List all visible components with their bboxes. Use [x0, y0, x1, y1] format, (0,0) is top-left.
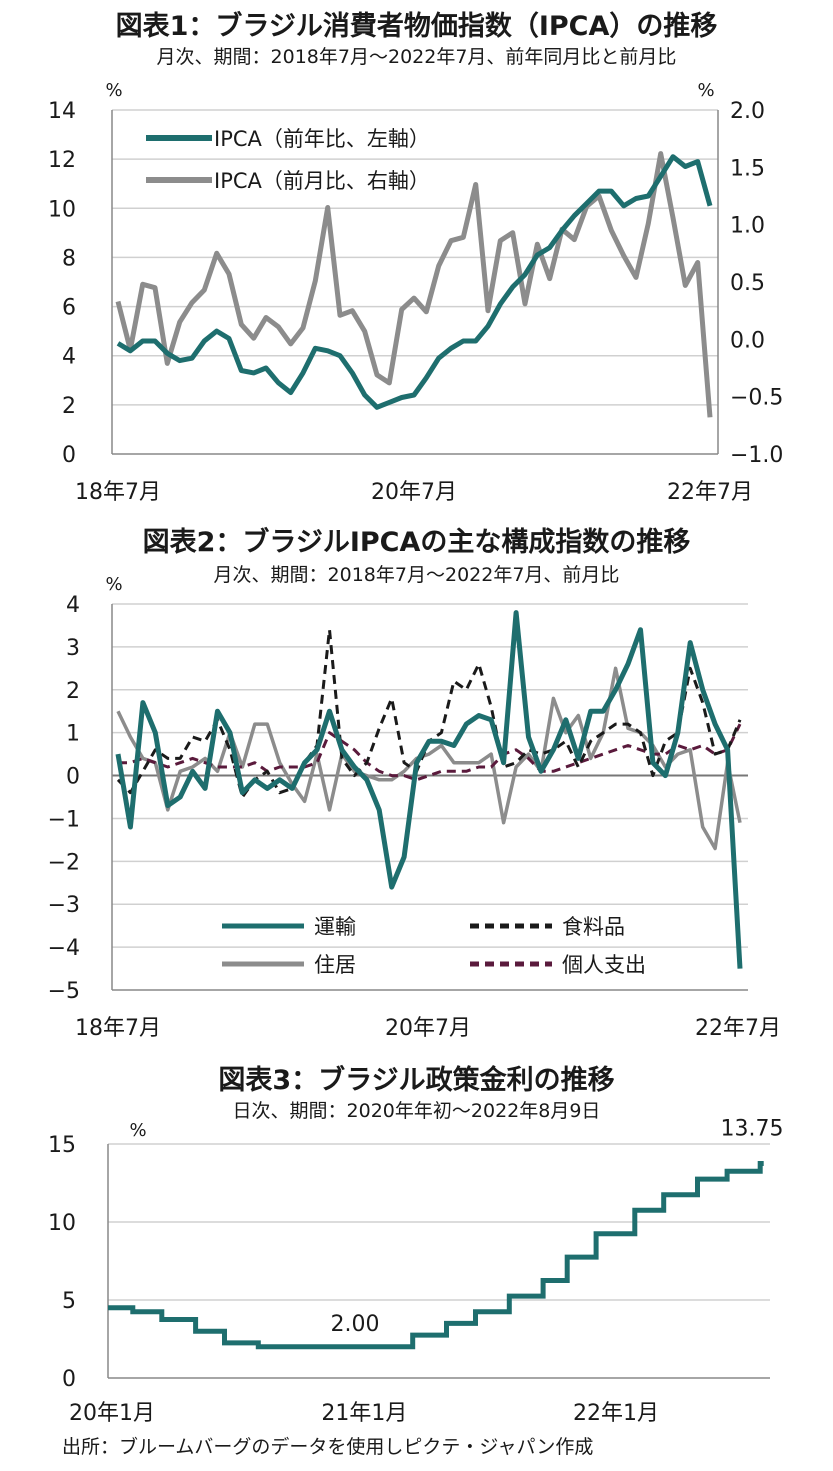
y-left-tick-label: 6 [62, 296, 76, 321]
y-tick-label: 1 [66, 722, 80, 747]
chart1-plot: 0 2 4 6 8 10 12 14 −1.0 −0.5 0.0 0.5 1.0 1.5 2.0% % 18年7… [48, 80, 783, 505]
chart3-subtitle: 日次、期間：2020年年初～2022年8月9日 [232, 1100, 601, 1122]
chart1-title: 図表1：ブラジル消費者物価指数（IPCA）の推移 [115, 11, 718, 42]
series-line-mom [115, 151, 713, 418]
y-unit: % [129, 1120, 146, 1141]
y-tick-label: 2 [66, 679, 80, 704]
y-tick-label: 15 [48, 1133, 76, 1158]
y-left-tick-label: 4 [62, 345, 76, 370]
y-left-tick-label: 12 [48, 148, 76, 173]
chart3-title: 図表3：ブラジル政策金利の推移 [218, 1065, 615, 1096]
x-tick-label: 22年7月 [667, 480, 753, 505]
y-left-tick-label: 10 [48, 197, 76, 222]
legend-label: IPCA（前年比、左軸） [214, 127, 430, 151]
series-line-policy-rate [108, 1161, 764, 1350]
y-right-tick-label: 1.0 [730, 214, 765, 239]
y-tick-label: −5 [48, 979, 80, 1004]
y-tick-label: −1 [48, 807, 80, 832]
y-tick-label: 0 [66, 765, 80, 790]
y-right-tick-label: 0.0 [730, 328, 765, 353]
y-tick-label: 0 [62, 1367, 76, 1392]
y-right-tick-label: 1.5 [730, 156, 765, 181]
legend-label: 運輸 [314, 915, 356, 939]
y-tick-label: 3 [66, 636, 80, 661]
x-tick-label: 18年7月 [75, 1016, 161, 1041]
y-tick-label: 10 [48, 1211, 76, 1236]
x-tick-label: 22年7月 [695, 1016, 781, 1041]
legend-label: 住居 [314, 953, 356, 977]
y-left-tick-label: 2 [62, 394, 76, 419]
chart2-subtitle: 月次、期間：2018年7月～2022年7月、前月比 [213, 564, 620, 586]
legend-label: IPCA（前月比、右軸） [214, 169, 430, 193]
series-line-transport [115, 610, 743, 969]
y-right-tick-label: −0.5 [730, 386, 783, 411]
y-left-tick-label: 0 [62, 443, 76, 468]
y-tick-label: 4 [66, 593, 80, 618]
annotation-low: 2.00 [331, 1312, 380, 1337]
y-right-tick-label: −1.0 [730, 443, 783, 468]
y-tick-label: 5 [62, 1289, 76, 1314]
series-line-yoy [116, 154, 713, 410]
y-right-tick-label: 0.5 [730, 271, 765, 296]
y-tick-label: −4 [48, 936, 80, 961]
x-tick-label: 18年7月 [75, 480, 161, 505]
x-tick-label: 22年1月 [573, 1401, 659, 1426]
y-tick-label: −3 [48, 893, 80, 918]
y-left-unit: % [105, 80, 122, 101]
y-left-tick-label: 8 [62, 246, 76, 271]
annotation-latest: 13.75 [721, 1117, 784, 1142]
x-tick-label: 20年7月 [385, 1016, 471, 1041]
y-left-tick-label: 14 [48, 99, 76, 124]
y-tick-label: −2 [48, 850, 80, 875]
x-tick-label: 20年7月 [371, 480, 457, 505]
y-right-unit: % [697, 80, 714, 101]
y-unit: % [105, 574, 122, 595]
x-tick-label: 20年1月 [69, 1401, 155, 1426]
legend-label: 個人支出 [562, 953, 646, 977]
legend-label: 食料品 [562, 915, 625, 939]
chart3-plot: 0 5 10 15% 20年1月 21年1月 22年1月 2.00 13.75 [48, 1117, 784, 1427]
series-line-personal [118, 723, 742, 782]
chart2-title: 図表2：ブラジルIPCAの主な構成指数の推移 [142, 527, 691, 558]
y-right-tick-label: 2.0 [730, 99, 765, 124]
chart1-subtitle: 月次、期間：2018年7月～2022年7月、前年同月比と前月比 [156, 46, 677, 68]
source-note: 出所：ブルームバーグのデータを使用しピクテ・ジャパン作成 [62, 1436, 594, 1458]
x-tick-label: 21年1月 [321, 1401, 407, 1426]
